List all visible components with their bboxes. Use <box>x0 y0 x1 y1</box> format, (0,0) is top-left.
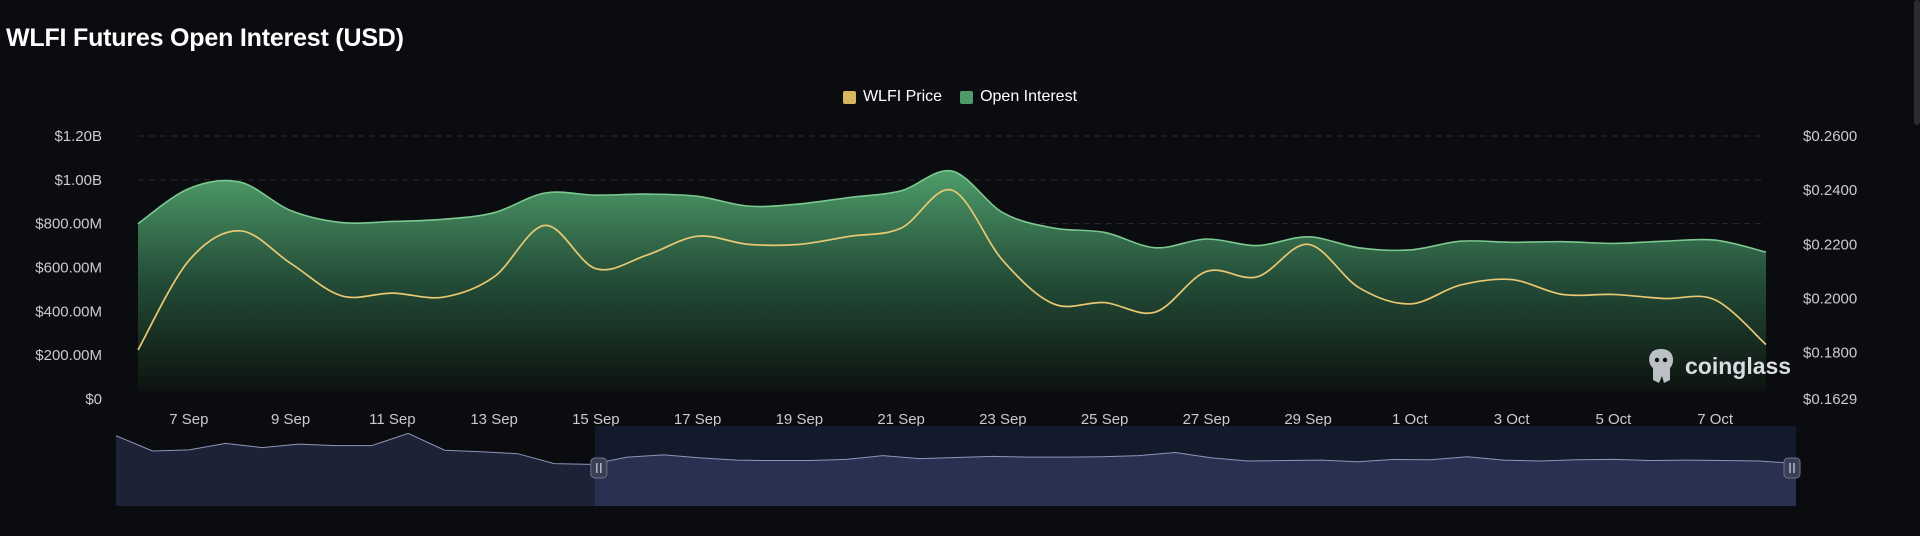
y-left-tick-label: $1.00B <box>54 172 102 189</box>
y-right-tick-label: $0.2200 <box>1803 236 1857 253</box>
y-left-tick-label: $800.00M <box>35 216 102 233</box>
legend-swatch-open-interest <box>960 90 974 104</box>
y-right-tick-label: $0.1629 <box>1803 391 1857 408</box>
legend-item-open-interest[interactable]: Open Interest <box>960 88 1077 106</box>
x-tick-label: 25 Sep <box>1081 411 1129 428</box>
x-tick-label: 17 Sep <box>674 411 722 428</box>
legend-swatch-price <box>842 90 856 104</box>
navigator-handle-left[interactable] <box>590 457 608 479</box>
x-tick-label: 27 Sep <box>1183 411 1231 428</box>
x-tick-label: 7 Sep <box>169 411 208 428</box>
y-right-tick-label: $0.2000 <box>1803 291 1857 308</box>
watermark-text: coinglass <box>1685 353 1791 379</box>
price-series <box>137 188 1767 351</box>
y-left-tick-label: $1.20B <box>54 128 102 145</box>
chart-legend: WLFI Price Open Interest <box>0 88 1920 106</box>
x-tick-label: 1 Oct <box>1392 411 1429 428</box>
legend-label-open-interest: Open Interest <box>980 88 1078 105</box>
watermark: coinglass <box>1649 349 1791 383</box>
y-right-tick-label: $0.2400 <box>1803 182 1857 199</box>
navigator-line <box>115 432 1797 465</box>
page-title: WLFI Futures Open Interest (USD) <box>6 24 404 52</box>
x-tick-label: 29 Sep <box>1284 411 1332 428</box>
price-line <box>137 188 1767 351</box>
legend-item-price[interactable]: WLFI Price <box>842 88 943 106</box>
y-left-tick-label: $200.00M <box>35 347 102 364</box>
x-tick-label: 7 Oct <box>1697 411 1734 428</box>
x-tick-label: 23 Sep <box>979 411 1027 428</box>
legend-label-price: WLFI Price <box>862 88 943 105</box>
x-tick-label: 5 Oct <box>1595 411 1632 428</box>
navigator-area-selected <box>594 452 1796 506</box>
coinglass-logo-icon <box>1649 349 1673 383</box>
x-axis: 7 Sep 9 Sep 11 Sep 13 Sep 15 Sep 17 Sep 19 Sep… <box>169 411 1734 428</box>
x-tick-label: 21 Sep <box>877 411 925 428</box>
x-tick-label: 9 Sep <box>271 411 310 428</box>
open-interest-line <box>137 169 1767 253</box>
y-axis-right: $0.1629 $0.1800 $0.2000 $0.2200 $0.2400 $0.26… <box>1803 128 1857 408</box>
x-tick-label: 11 Sep <box>369 411 415 428</box>
range-navigator[interactable] <box>115 426 1801 506</box>
navigator-handle-right[interactable] <box>1783 457 1801 479</box>
x-tick-label: 13 Sep <box>470 411 518 428</box>
y-left-tick-label: $600.00M <box>35 260 102 277</box>
y-left-tick-label: $400.00M <box>35 303 102 320</box>
x-tick-label: 15 Sep <box>572 411 620 428</box>
y-axis-left: $0 $200.00M $400.00M $600.00M $800.00M $1.00B… <box>35 128 102 408</box>
y-right-tick-label: $0.1800 <box>1803 345 1857 362</box>
page-scrollbar[interactable] <box>1914 0 1920 125</box>
y-left-tick-label: $0 <box>85 391 102 408</box>
x-tick-label: 3 Oct <box>1494 411 1531 428</box>
x-tick-label: 19 Sep <box>776 411 824 428</box>
y-right-tick-label: $0.2600 <box>1803 128 1857 145</box>
